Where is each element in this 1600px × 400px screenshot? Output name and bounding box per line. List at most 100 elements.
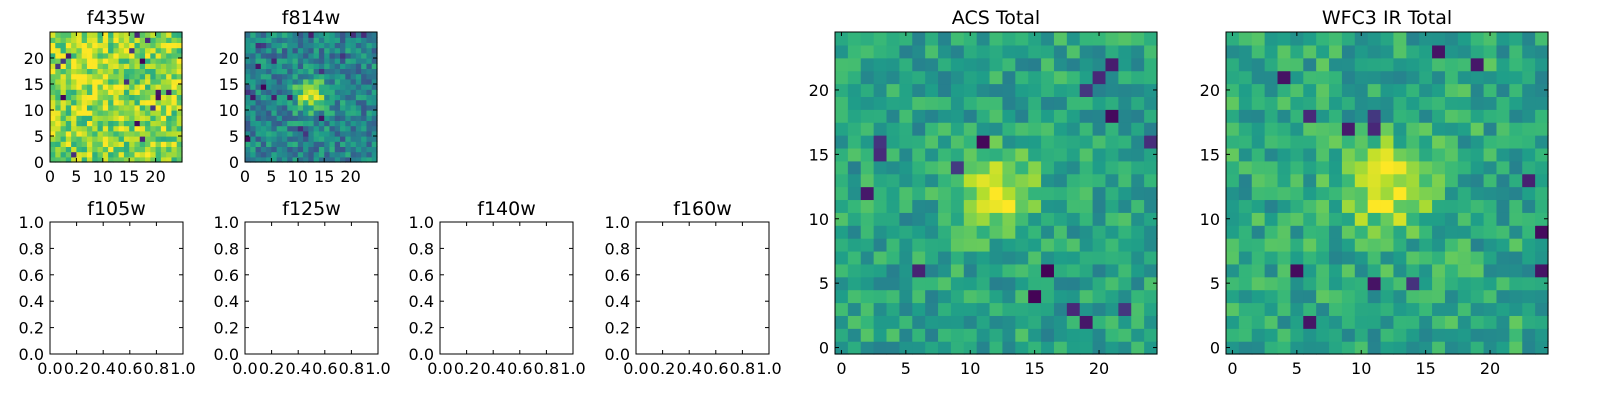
heatmap-cell [308, 68, 315, 75]
heatmap-cell [1406, 135, 1420, 149]
heatmap-cell [989, 109, 1004, 123]
heatmap-cell [1432, 225, 1446, 239]
heatmap-cell [899, 32, 913, 46]
heatmap-cell [1432, 44, 1446, 59]
heatmap-cell [287, 42, 294, 49]
heatmap-cell [245, 68, 251, 75]
heatmap-cell [55, 84, 62, 90]
heatmap-cell [1079, 250, 1094, 265]
heatmap-cell [1496, 83, 1510, 97]
heatmap-cell [324, 78, 331, 85]
heatmap-cell [1380, 83, 1395, 97]
heatmap-cell [324, 73, 331, 80]
heatmap-cell [361, 68, 368, 75]
panel-title: ACS Total [952, 7, 1040, 29]
heatmap-cell [361, 42, 368, 49]
heatmap-cell [92, 84, 99, 90]
heatmap-cell [255, 99, 262, 106]
heatmap-cell [245, 125, 251, 132]
heatmap-cell [1303, 225, 1317, 239]
heatmap-cell [1483, 341, 1498, 355]
heatmap-cell [86, 141, 93, 147]
heatmap-cell [60, 146, 67, 153]
heatmap-cell [1496, 109, 1510, 123]
heatmap-cell [139, 84, 146, 90]
heatmap-cell [1496, 238, 1510, 252]
heatmap-cell [1131, 328, 1145, 342]
heatmap-cell [1251, 122, 1266, 136]
heatmap-cell [318, 37, 325, 43]
heatmap-cell [1496, 263, 1510, 278]
heatmap-cell [150, 104, 157, 111]
heatmap-cell [950, 341, 965, 355]
heatmap-cell [1432, 135, 1446, 149]
heatmap-cell [1535, 199, 1549, 213]
heatmap-cell [171, 151, 178, 158]
heatmap-cell [1316, 250, 1330, 265]
heatmap-cell [1131, 109, 1145, 123]
heatmap-cell [50, 42, 56, 49]
heatmap-cell [361, 120, 368, 127]
heatmap-cell [250, 84, 257, 90]
heatmap-cell [276, 78, 283, 85]
heatmap-cell [129, 89, 136, 95]
heatmap-cell [318, 125, 325, 132]
heatmap-cell [1522, 238, 1536, 252]
heatmap-cell [60, 141, 67, 147]
x-tick-label: 10 [1351, 359, 1371, 378]
heatmap-cell [1457, 186, 1472, 201]
heatmap-cell [97, 89, 104, 95]
heatmap-cell [97, 37, 104, 43]
heatmap-cell [113, 78, 120, 85]
heatmap-cell [308, 120, 315, 127]
heatmap-cell [81, 32, 88, 38]
heatmap-cell [1041, 83, 1055, 97]
heatmap-cell [324, 58, 331, 64]
heatmap-cell [1535, 289, 1549, 304]
heatmap-cell [1406, 32, 1420, 46]
heatmap-cell [1066, 302, 1081, 316]
heatmap-cell [260, 78, 267, 85]
heatmap-cell [271, 63, 278, 69]
heatmap-cell [1432, 276, 1446, 291]
x-tick-label: 1.0 [170, 359, 195, 378]
heatmap-cell [318, 58, 325, 64]
heatmap-cell [835, 225, 849, 239]
heatmap-cell [1053, 109, 1068, 123]
heatmap-cell [1406, 225, 1420, 239]
heatmap-cell [176, 58, 183, 64]
heatmap-cell [1329, 96, 1343, 110]
heatmap-cell [345, 73, 352, 80]
heatmap-cell [1092, 83, 1107, 97]
heatmap-cell [1367, 135, 1382, 149]
heatmap-cell [303, 151, 309, 158]
heatmap-cell [313, 125, 320, 132]
heatmap-cell [255, 110, 262, 116]
heatmap-cell [97, 156, 104, 163]
heatmap-cell [129, 141, 136, 147]
heatmap-cell [1290, 173, 1304, 188]
panel-f105w: f105w 0.0 0.2 0.4 0.6 0.8 1.00.00.20.40.60.81… [19, 198, 196, 378]
heatmap-cell [245, 94, 251, 101]
heatmap-cell [134, 104, 141, 111]
heatmap-cell [1238, 212, 1253, 226]
heatmap-cell [308, 141, 315, 147]
heatmap-cell [171, 52, 178, 59]
heatmap-cell [1277, 83, 1291, 97]
heatmap-cell [139, 42, 146, 49]
heatmap-cell [1105, 328, 1119, 342]
heatmap-cell [276, 47, 283, 54]
heatmap-cell [102, 99, 109, 106]
heatmap-cell [355, 84, 362, 90]
heatmap-cell [899, 186, 913, 201]
heatmap-cell [1457, 199, 1472, 213]
heatmap-cell [86, 156, 93, 163]
heatmap-cell [1419, 315, 1433, 329]
heatmap-cell [950, 238, 965, 252]
heatmap-cell [318, 146, 325, 153]
heatmap-cell [1002, 238, 1016, 252]
heatmap-cell [245, 156, 251, 163]
heatmap-cell [1118, 44, 1132, 59]
heatmap-cell [1393, 44, 1407, 59]
heatmap-cell [925, 147, 939, 162]
